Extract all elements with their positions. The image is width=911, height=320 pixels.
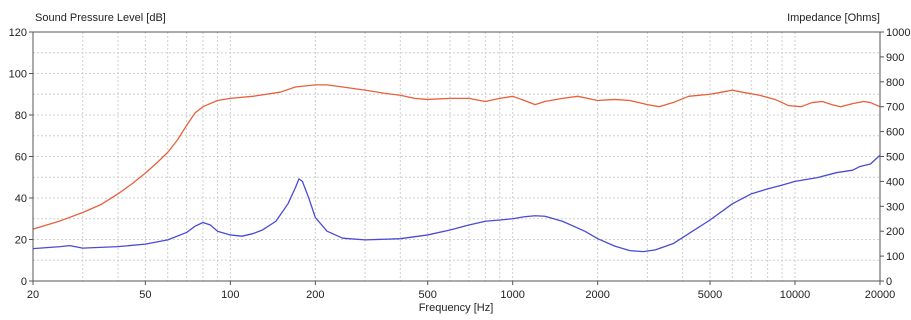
y-right-tick-label: 200 — [886, 226, 904, 238]
x-tick-label: 500 — [419, 289, 437, 301]
y-left-tick-label: 40 — [15, 193, 27, 205]
y-right-axis-ticks: 0 100 200 300 400 500 600 700 800 900 1000 — [880, 27, 910, 288]
x-tick-label: 10000 — [780, 289, 811, 301]
y-right-tick-label: 0 — [886, 276, 892, 288]
y-left-tick-label: 120 — [9, 27, 27, 39]
y-left-tick-label: 0 — [21, 276, 27, 288]
y-right-tick-label: 800 — [886, 77, 904, 89]
x-tick-label: 20000 — [865, 289, 896, 301]
y-right-tick-label: 300 — [886, 201, 904, 213]
x-tick-label: 200 — [306, 289, 324, 301]
x-tick-label: 5000 — [698, 289, 722, 301]
grid — [33, 32, 880, 281]
x-axis-ticks: 20 50 100 200 500 1000 2000 5000 10000 20000 — [27, 281, 895, 301]
y-left-tick-label: 100 — [9, 69, 27, 81]
y-right-tick-label: 100 — [886, 251, 904, 263]
y-right-axis-title: Impedance [Ohms] — [787, 12, 880, 24]
x-tick-label: 2000 — [585, 289, 609, 301]
y-right-tick-label: 500 — [886, 152, 904, 164]
plot-frame — [32, 31, 881, 282]
series-line-impedance — [32, 154, 881, 253]
y-right-tick-label: 600 — [886, 127, 904, 139]
y-right-tick-label: 400 — [886, 176, 904, 188]
y-right-tick-label: 1000 — [886, 27, 910, 39]
x-tick-label: 1000 — [500, 289, 524, 301]
y-left-axis-ticks: 0 20 40 60 80 100 120 — [9, 27, 33, 288]
y-left-tick-label: 60 — [15, 152, 27, 164]
y-left-axis-title: Sound Pressure Level [dB] — [35, 12, 166, 24]
y-right-tick-label: 700 — [886, 102, 904, 114]
series-line-spl — [32, 84, 881, 230]
series-lines — [32, 84, 881, 253]
plot-area — [33, 32, 880, 281]
y-right-tick-label: 900 — [886, 52, 904, 64]
x-tick-label: 20 — [27, 289, 39, 301]
x-axis-title: Frequency [Hz] — [419, 302, 494, 314]
y-left-tick-label: 20 — [15, 235, 27, 247]
x-tick-label: 100 — [221, 289, 239, 301]
y-left-tick-label: 80 — [15, 110, 27, 122]
x-tick-label: 50 — [139, 289, 151, 301]
